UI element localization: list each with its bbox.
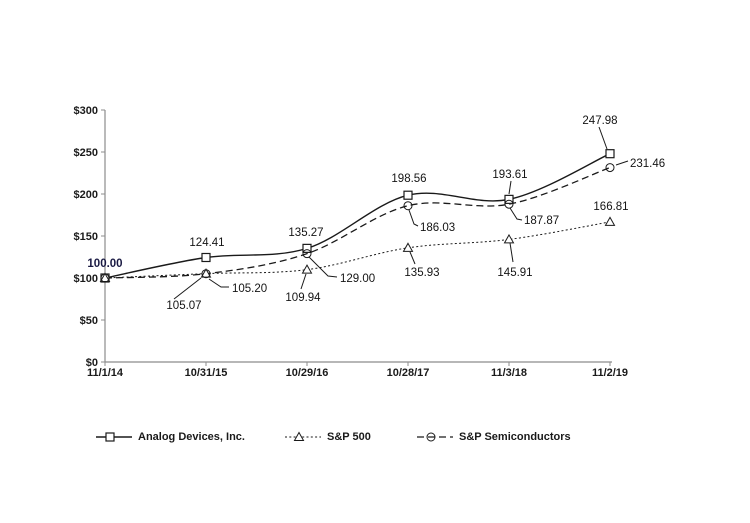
square-marker-icon-analog-devices-inc [302, 243, 312, 253]
square-marker-icon-analog-devices-inc [504, 194, 514, 204]
data-point-label: 231.46 [630, 158, 665, 170]
data-point-label: 135.93 [404, 267, 439, 279]
circle-marker-icon-s-p-semiconductors [302, 249, 312, 259]
label-leader-line [408, 209, 419, 227]
data-point-label: 166.81 [593, 201, 628, 213]
label-leader-line [208, 278, 229, 288]
label-leader-line [300, 273, 307, 290]
triangle-marker-icon-s-p-500 [200, 268, 212, 278]
x-axis-tick-label: 10/28/17 [387, 367, 430, 379]
data-point-label: 186.03 [420, 222, 455, 234]
triangle-marker-icon-s-p-500 [402, 242, 414, 252]
x-axis-tick-label: 11/3/18 [491, 367, 527, 379]
label-leader-line [508, 180, 512, 195]
series-line-s-p-semiconductors [104, 166, 611, 279]
y-axis-tick-label: $0 [86, 357, 98, 369]
label-leader-line [308, 256, 338, 278]
data-point-label: 135.27 [288, 227, 323, 239]
data-point-label: 198.56 [391, 173, 426, 185]
label-leader-line [598, 126, 608, 150]
data-point-label: 145.91 [497, 267, 532, 279]
y-axis-tick-label: $100 [74, 273, 98, 285]
x-axis-tick-label: 11/1/14 [87, 367, 124, 379]
data-point-label: 105.07 [166, 300, 201, 312]
square-marker-icon-analog-devices-inc [605, 149, 615, 159]
series-line-s-p-500 [104, 221, 611, 279]
circle-marker-icon-s-p-semiconductors [201, 269, 211, 279]
circle-marker-icon-s-p-semiconductors [403, 201, 413, 211]
data-point-label: 124.41 [189, 237, 224, 249]
data-point-label: 109.94 [285, 292, 321, 304]
circle-marker-icon-s-p-semiconductors [100, 273, 110, 283]
data-point-label: 247.98 [582, 115, 617, 127]
y-axis-tick-label: $300 [74, 105, 98, 117]
triangle-marker-icon-s-p-500 [301, 264, 313, 274]
y-axis-tick-label: $150 [74, 231, 98, 243]
y-axis-tick-label: $50 [80, 315, 98, 327]
y-axis-tick-label: $200 [74, 189, 98, 201]
circle-marker-icon-s-p-semiconductors [605, 163, 615, 173]
triangle-marker-icon-s-p-500 [503, 233, 515, 244]
x-axis-tick-label: 11/2/19 [592, 367, 628, 379]
y-axis-tick-label: $250 [74, 147, 98, 159]
label-leader-line [509, 207, 523, 221]
label-leader-line [173, 277, 202, 300]
square-marker-icon-analog-devices-inc [201, 252, 211, 263]
triangle-marker-icon-s-p-500 [604, 216, 616, 226]
label-leader-line [409, 251, 416, 265]
data-point-label: 100.00 [87, 258, 122, 270]
data-point-label: 193.61 [492, 169, 527, 181]
x-axis-tick-label: 10/31/15 [185, 367, 228, 379]
data-point-label: 187.87 [524, 215, 559, 227]
data-point-label: 129.00 [340, 273, 375, 285]
x-axis-tick-label: 10/29/16 [286, 367, 329, 379]
circle-marker-icon-s-p-semiconductors [504, 199, 514, 209]
series-line-analog-devices-inc [104, 153, 611, 279]
data-point-label: 105.20 [232, 283, 267, 295]
label-leader-line [615, 160, 629, 166]
label-leader-line [509, 242, 514, 263]
square-marker-icon-analog-devices-inc [403, 190, 413, 200]
